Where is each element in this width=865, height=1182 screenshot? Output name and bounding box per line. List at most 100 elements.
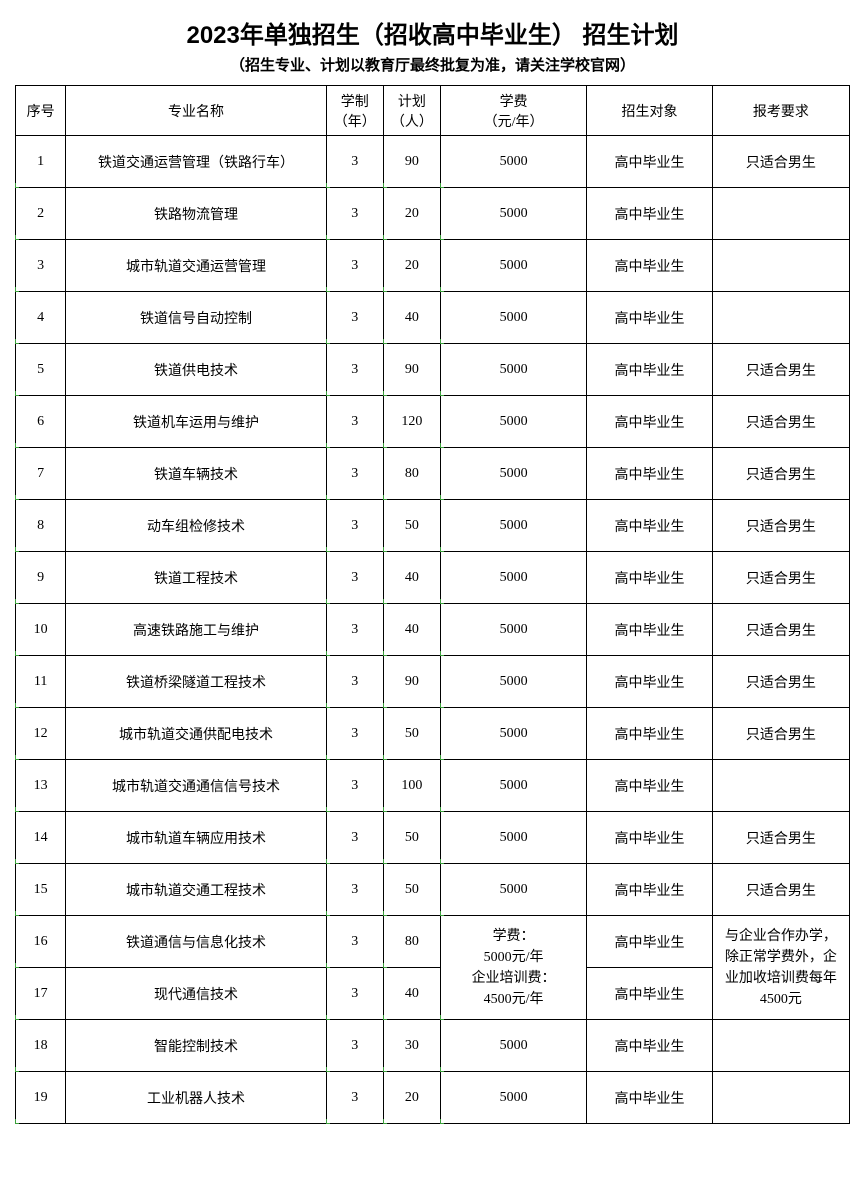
cell-target: 高中毕业生: [587, 916, 713, 968]
cell-duration: 3: [326, 136, 383, 188]
header-tuition: 学费 （元/年）: [440, 86, 586, 136]
cell-tuition: 5000: [440, 812, 586, 864]
table-row: 13城市轨道交通通信信号技术31005000高中毕业生: [16, 760, 850, 812]
cell-major: 动车组检修技术: [66, 500, 326, 552]
cell-index: 16: [16, 916, 66, 968]
cell-target: 高中毕业生: [587, 344, 713, 396]
cell-requirement: 只适合男生: [712, 864, 849, 916]
cell-index: 13: [16, 760, 66, 812]
cell-index: 14: [16, 812, 66, 864]
page-subtitle: （招生专业、计划以教育厅最终批复为准，请关注学校官网）: [15, 54, 850, 75]
cell-tuition: 5000: [440, 656, 586, 708]
cell-duration: 3: [326, 1020, 383, 1072]
cell-duration: 3: [326, 500, 383, 552]
cell-requirement: 只适合男生: [712, 136, 849, 188]
cell-major: 智能控制技术: [66, 1020, 326, 1072]
cell-major: 铁道交通运营管理（铁路行车）: [66, 136, 326, 188]
cell-plan: 30: [383, 1020, 440, 1072]
cell-plan: 50: [383, 812, 440, 864]
table-row: 11铁道桥梁隧道工程技术3905000高中毕业生只适合男生: [16, 656, 850, 708]
cell-index: 4: [16, 292, 66, 344]
cell-index: 11: [16, 656, 66, 708]
cell-target: 高中毕业生: [587, 136, 713, 188]
cell-requirement: 只适合男生: [712, 812, 849, 864]
cell-duration: 3: [326, 1072, 383, 1124]
table-row: 12城市轨道交通供配电技术3505000高中毕业生只适合男生: [16, 708, 850, 760]
cell-tuition: 5000: [440, 1020, 586, 1072]
cell-major: 城市轨道交通运营管理: [66, 240, 326, 292]
cell-major: 城市轨道交通通信信号技术: [66, 760, 326, 812]
cell-index: 5: [16, 344, 66, 396]
table-row: 10高速铁路施工与维护3405000高中毕业生只适合男生: [16, 604, 850, 656]
cell-target: 高中毕业生: [587, 500, 713, 552]
cell-duration: 3: [326, 396, 383, 448]
cell-major: 高速铁路施工与维护: [66, 604, 326, 656]
header-major: 专业名称: [66, 86, 326, 136]
cell-tuition: 5000: [440, 708, 586, 760]
cell-plan: 90: [383, 344, 440, 396]
cell-index: 3: [16, 240, 66, 292]
table-row: 6铁道机车运用与维护31205000高中毕业生只适合男生: [16, 396, 850, 448]
cell-index: 15: [16, 864, 66, 916]
cell-requirement: 只适合男生: [712, 500, 849, 552]
cell-duration: 3: [326, 240, 383, 292]
cell-tuition-merged: 学费： 5000元/年 企业培训费： 4500元/年: [440, 916, 586, 1020]
cell-requirement: 只适合男生: [712, 656, 849, 708]
cell-duration: 3: [326, 552, 383, 604]
cell-requirement-merged: 与企业合作办学，除正常学费外，企业加收培训费每年4500元: [712, 916, 849, 1020]
table-row: 1铁道交通运营管理（铁路行车）3905000高中毕业生只适合男生: [16, 136, 850, 188]
cell-target: 高中毕业生: [587, 448, 713, 500]
cell-plan: 40: [383, 604, 440, 656]
cell-target: 高中毕业生: [587, 864, 713, 916]
cell-target: 高中毕业生: [587, 188, 713, 240]
cell-tuition: 5000: [440, 188, 586, 240]
cell-major: 铁道桥梁隧道工程技术: [66, 656, 326, 708]
cell-plan: 80: [383, 916, 440, 968]
cell-tuition: 5000: [440, 1072, 586, 1124]
table-row: 19工业机器人技术3205000高中毕业生: [16, 1072, 850, 1124]
cell-major: 现代通信技术: [66, 968, 326, 1020]
cell-major: 工业机器人技术: [66, 1072, 326, 1124]
cell-tuition: 5000: [440, 240, 586, 292]
cell-index: 2: [16, 188, 66, 240]
cell-index: 1: [16, 136, 66, 188]
table-row: 4铁道信号自动控制3405000高中毕业生: [16, 292, 850, 344]
cell-plan: 40: [383, 552, 440, 604]
table-header-row: 序号 专业名称 学制 （年） 计划 （人） 学费 （元/年） 招生对象 报考要求: [16, 86, 850, 136]
cell-requirement: 只适合男生: [712, 344, 849, 396]
cell-plan: 20: [383, 188, 440, 240]
cell-requirement: 只适合男生: [712, 448, 849, 500]
cell-requirement: 只适合男生: [712, 708, 849, 760]
cell-plan: 80: [383, 448, 440, 500]
cell-duration: 3: [326, 448, 383, 500]
cell-index: 19: [16, 1072, 66, 1124]
cell-requirement: [712, 1072, 849, 1124]
cell-target: 高中毕业生: [587, 968, 713, 1020]
cell-target: 高中毕业生: [587, 760, 713, 812]
cell-tuition: 5000: [440, 292, 586, 344]
cell-plan: 40: [383, 292, 440, 344]
table-row: 5铁道供电技术3905000高中毕业生只适合男生: [16, 344, 850, 396]
cell-plan: 50: [383, 500, 440, 552]
cell-major: 铁道供电技术: [66, 344, 326, 396]
header-duration: 学制 （年）: [326, 86, 383, 136]
cell-tuition: 5000: [440, 448, 586, 500]
cell-requirement: 只适合男生: [712, 552, 849, 604]
cell-target: 高中毕业生: [587, 552, 713, 604]
table-row: 14城市轨道车辆应用技术3505000高中毕业生只适合男生: [16, 812, 850, 864]
cell-index: 7: [16, 448, 66, 500]
cell-plan: 120: [383, 396, 440, 448]
header-index: 序号: [16, 86, 66, 136]
cell-index: 17: [16, 968, 66, 1020]
cell-index: 18: [16, 1020, 66, 1072]
cell-tuition: 5000: [440, 344, 586, 396]
cell-duration: 3: [326, 656, 383, 708]
cell-tuition: 5000: [440, 864, 586, 916]
cell-duration: 3: [326, 344, 383, 396]
header-requirement: 报考要求: [712, 86, 849, 136]
cell-target: 高中毕业生: [587, 812, 713, 864]
cell-major: 铁道信号自动控制: [66, 292, 326, 344]
table-row: 8动车组检修技术3505000高中毕业生只适合男生: [16, 500, 850, 552]
cell-duration: 3: [326, 812, 383, 864]
cell-major: 铁道通信与信息化技术: [66, 916, 326, 968]
